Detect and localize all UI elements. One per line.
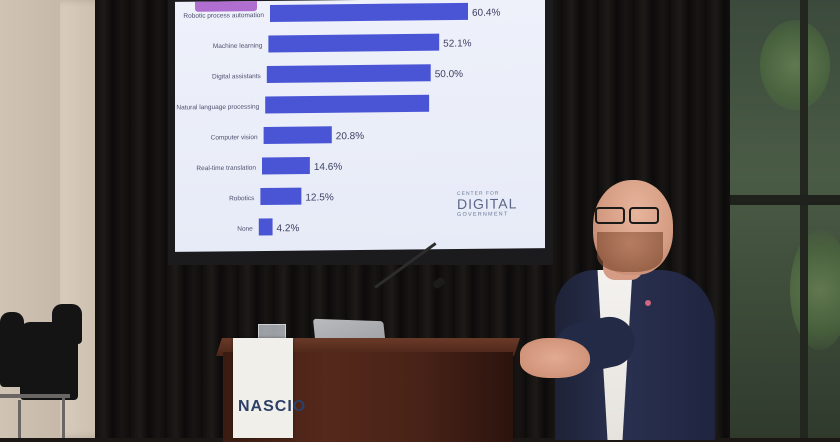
bar-category-label: Digital assistants xyxy=(212,73,262,81)
bar xyxy=(265,94,430,114)
bar-category-label: Machine learning xyxy=(213,43,263,51)
chair-seat xyxy=(0,394,70,398)
foliage xyxy=(760,20,830,110)
bar-category-label: None xyxy=(237,226,253,233)
bar-category-label: Computer vision xyxy=(211,134,258,141)
bar-category-label: Robotics xyxy=(229,195,255,202)
projection-screen: Robotic process automation 60.4% Machine l… xyxy=(175,0,545,252)
speaker xyxy=(515,180,715,440)
bar xyxy=(262,157,310,175)
bar xyxy=(266,64,431,83)
beard xyxy=(597,232,663,272)
hands xyxy=(520,338,590,378)
bar-category-label: Robotic process automation xyxy=(183,12,264,20)
bar-value-label: 14.6% xyxy=(314,162,342,173)
bar-category-label: Real-time translation xyxy=(196,165,256,173)
foliage xyxy=(790,230,840,350)
bar-value-label: 20.8% xyxy=(336,131,364,142)
chair xyxy=(52,304,82,344)
window-frame xyxy=(730,195,840,205)
bar-value-label: 60.4% xyxy=(472,8,500,19)
bar-chart: Robotic process automation 60.4% Machine l… xyxy=(176,2,500,236)
bar xyxy=(268,33,440,53)
left-lens xyxy=(595,207,625,224)
bar-value-label: 50.0% xyxy=(435,69,463,80)
right-lens xyxy=(629,207,659,224)
bar xyxy=(258,218,273,236)
window-frame xyxy=(800,0,808,438)
bar xyxy=(260,187,302,206)
bar xyxy=(263,126,332,145)
bar-category-label: Natural language processing xyxy=(176,104,259,112)
podium-sign-text: NASCIO xyxy=(238,398,307,415)
eyeglasses xyxy=(593,207,663,224)
lapel-pin xyxy=(645,300,651,306)
chair-leg xyxy=(18,400,21,438)
chair-leg xyxy=(62,396,65,438)
bar-value-label: 12.5% xyxy=(305,192,333,203)
bar xyxy=(270,2,468,22)
bar-value-label: 52.1% xyxy=(443,38,471,49)
bar-value-label: 4.2% xyxy=(277,223,300,234)
podium-sign xyxy=(233,338,293,438)
